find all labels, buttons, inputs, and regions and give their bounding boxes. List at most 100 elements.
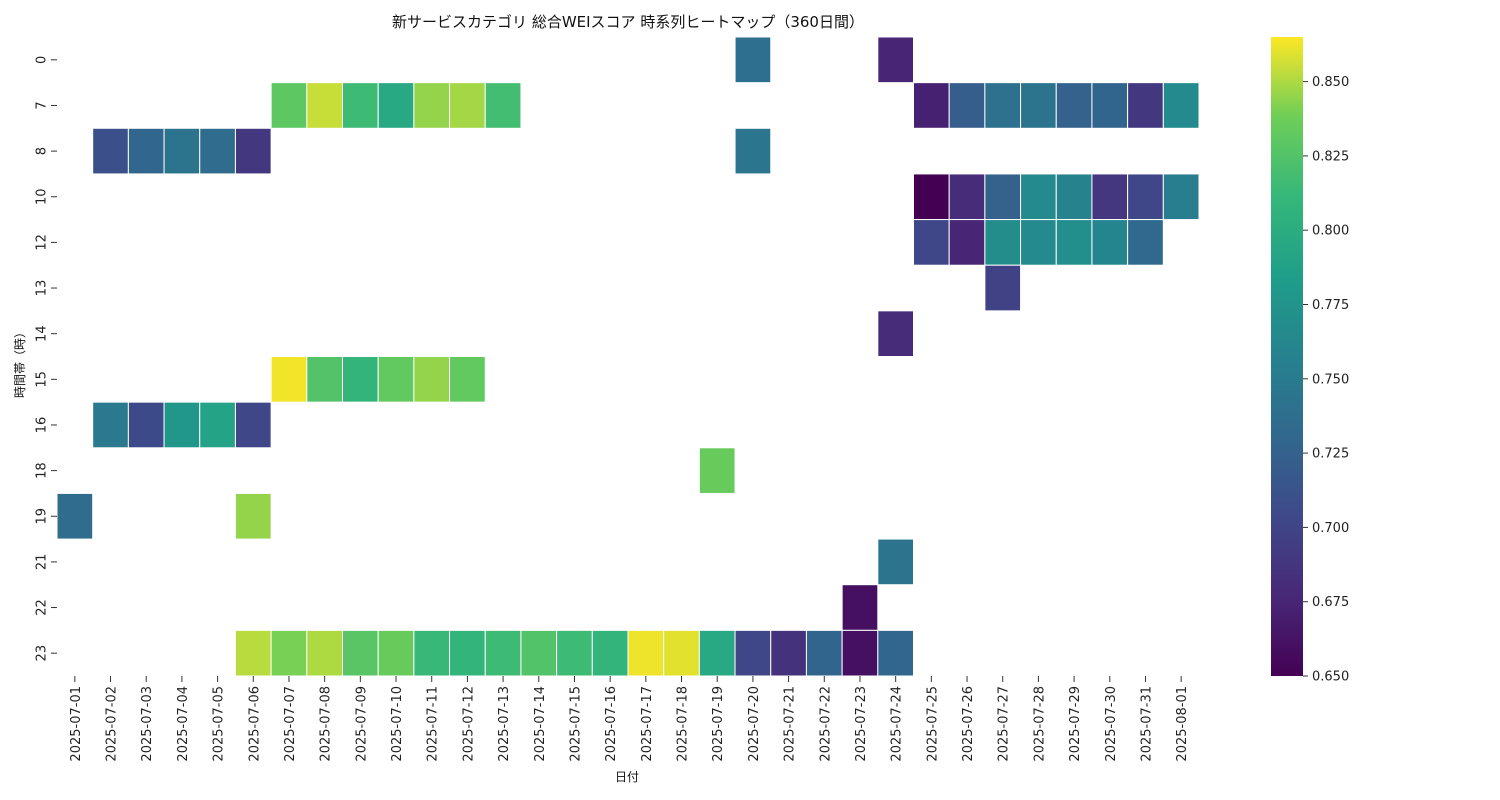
heatmap-cell	[948, 219, 986, 266]
heatmap-cell	[449, 82, 486, 129]
y-tick-label: 10	[35, 188, 50, 205]
colorbar-tick-label: 0.800	[1312, 224, 1349, 239]
x-tick-label: 2025-07-17	[640, 686, 655, 762]
heatmap-cell	[1162, 173, 1200, 221]
heatmap-cell	[1127, 82, 1164, 129]
colorbar-tick-label: 0.775	[1312, 298, 1349, 313]
x-tick-label: 2025-07-12	[461, 686, 476, 762]
heatmap-cell	[1091, 82, 1129, 129]
heatmap-cell	[92, 401, 129, 449]
heatmap-cell	[342, 629, 379, 677]
x-tick-label: 2025-07-30	[1104, 686, 1119, 762]
heatmap-cell	[306, 629, 343, 677]
x-tick-label: 2025-07-19	[711, 686, 726, 762]
chart-title: 新サービスカテゴリ 総合WEIスコア 時系列ヒートマップ（360日間）	[392, 13, 864, 31]
y-tick-label: 12	[35, 234, 50, 251]
x-tick-label: 2025-07-31	[1139, 686, 1154, 762]
y-tick-label: 16	[35, 417, 50, 434]
heatmap-cell	[127, 401, 165, 449]
x-tick-label: 2025-07-16	[604, 686, 619, 762]
heatmap-cell	[270, 356, 308, 403]
colorbar-tick-label: 0.725	[1312, 447, 1349, 462]
y-tick-label: 23	[35, 645, 50, 662]
heatmap-cell	[377, 356, 415, 403]
heatmap-cell	[449, 629, 486, 677]
heatmap-cell	[199, 401, 236, 449]
heatmap-cell	[984, 82, 1022, 129]
heatmap-cell	[877, 538, 914, 586]
y-axis-label: 時間帯（時）	[13, 326, 27, 398]
colorbar-tick-label: 0.850	[1312, 75, 1349, 90]
y-tick-label: 8	[35, 147, 50, 155]
heatmap-cell	[377, 629, 415, 677]
heatmap-cell	[342, 82, 379, 129]
x-tick-label: 2025-07-21	[783, 686, 798, 762]
y-axis-ticks: 0 7 8 10 12 13 14 15 16 18 19 21 22 23	[35, 56, 57, 662]
heatmap-cell	[234, 492, 272, 540]
heatmap-cell	[234, 629, 272, 677]
heatmap-cell	[1127, 173, 1164, 221]
heatmap-cell	[627, 629, 665, 677]
heatmap-cell	[1162, 82, 1200, 129]
x-tick-label: 2025-07-28	[1032, 686, 1047, 762]
x-tick-label: 2025-07-23	[854, 686, 869, 762]
heatmap-cell	[1055, 173, 1093, 221]
heatmap-cell	[913, 173, 950, 221]
heatmap-cell	[306, 82, 343, 129]
y-tick-label: 18	[35, 462, 50, 479]
heatmap-cell	[1091, 219, 1129, 266]
x-tick-label: 2025-07-14	[533, 686, 548, 762]
x-tick-label: 2025-07-18	[676, 686, 691, 762]
heatmap-cell	[484, 629, 522, 677]
heatmap-cell	[591, 629, 629, 677]
heatmap-cell	[270, 82, 308, 129]
heatmap-cell	[413, 82, 451, 129]
heatmap-cell	[1055, 219, 1093, 266]
heatmap-cell	[234, 127, 272, 175]
heatmap-cell	[984, 173, 1022, 221]
x-tick-label: 2025-07-29	[1068, 686, 1083, 762]
heatmap-cell	[698, 629, 736, 677]
heatmap-cell	[805, 629, 843, 677]
x-tick-label: 2025-07-01	[69, 686, 84, 762]
heatmap-cell	[734, 127, 772, 175]
heatmap-cell	[913, 82, 950, 129]
y-tick-label: 14	[35, 325, 50, 342]
heatmap-cell	[556, 629, 593, 677]
y-tick-label: 7	[35, 101, 50, 109]
colorbar-tick-label: 0.750	[1312, 372, 1349, 387]
x-axis-label: 日付	[615, 770, 639, 784]
y-tick-label: 13	[35, 280, 50, 297]
y-tick-label: 19	[35, 508, 50, 525]
heatmap-cell	[306, 356, 343, 403]
heatmap-cell	[342, 356, 379, 403]
x-tick-label: 2025-07-26	[961, 686, 976, 762]
heatmap-cell	[92, 127, 129, 175]
heatmap-cell	[698, 447, 736, 494]
x-tick-label: 2025-07-09	[354, 686, 369, 762]
x-tick-label: 2025-07-15	[568, 686, 583, 762]
heatmap-cell	[841, 629, 879, 677]
x-tick-label: 2025-07-02	[105, 686, 120, 762]
heatmap-cell	[841, 584, 879, 631]
heatmap-cell	[449, 356, 486, 403]
colorbar-tick-label: 0.650	[1312, 670, 1349, 685]
heatmap-cell	[377, 82, 415, 129]
heatmap-cell	[127, 127, 165, 175]
heatmap-cell	[770, 629, 807, 677]
x-tick-label: 2025-07-03	[140, 686, 155, 762]
heatmap-cell	[163, 127, 201, 175]
heatmap-cell	[484, 82, 522, 129]
x-tick-label: 2025-07-05	[212, 686, 227, 762]
x-tick-label: 2025-07-13	[497, 686, 512, 762]
heatmap-cells	[56, 36, 1200, 677]
heatmap-cell	[1020, 173, 1057, 221]
x-tick-label: 2025-07-11	[426, 686, 441, 762]
heatmap-cell	[199, 127, 236, 175]
colorbar	[1271, 37, 1303, 676]
heatmap-cell	[913, 219, 950, 266]
x-tick-label: 2025-08-01	[1175, 686, 1190, 762]
heatmap-cell	[877, 310, 914, 358]
colorbar-tick-label: 0.825	[1312, 149, 1349, 164]
